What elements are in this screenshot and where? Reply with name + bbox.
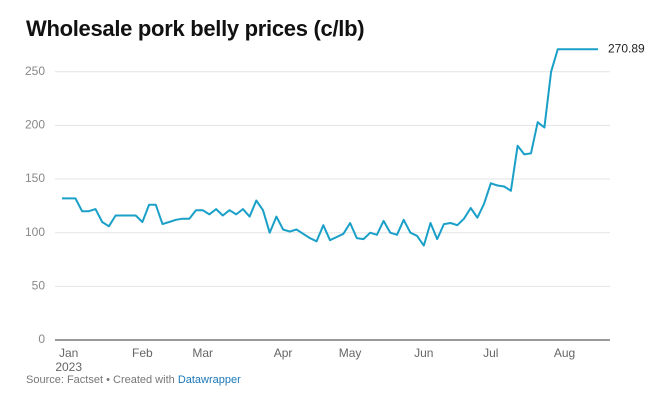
y-tick-label: 200: [25, 118, 45, 132]
x-tick-label: Apr: [273, 346, 293, 360]
source-text: Source: Factset • Created with: [26, 374, 175, 386]
x-tick-label: Jun: [414, 346, 434, 360]
x-tick-label: Jul: [483, 346, 499, 360]
line: [62, 48, 599, 247]
value-label: 270.89: [608, 41, 645, 55]
y-tick-label: 0: [38, 332, 45, 346]
y-tick-label: 100: [25, 225, 45, 239]
y-tick-label: 50: [32, 279, 46, 293]
y-tick-label: 150: [25, 171, 45, 185]
x-tick-label: Aug: [553, 346, 576, 360]
source-link[interactable]: Datawrapper: [177, 374, 241, 386]
source: Source: Factset • Created with Datawrapp…: [26, 374, 241, 386]
x-tick-label: Mar: [192, 346, 214, 360]
x-tick-label: Jan 2023: [55, 346, 83, 374]
x-tick-label: Feb: [132, 346, 153, 360]
y-tick-label: 250: [25, 64, 45, 78]
chart-title: Wholesale pork belly prices (c/lb): [26, 16, 365, 41]
x-tick-label: May: [338, 346, 362, 360]
